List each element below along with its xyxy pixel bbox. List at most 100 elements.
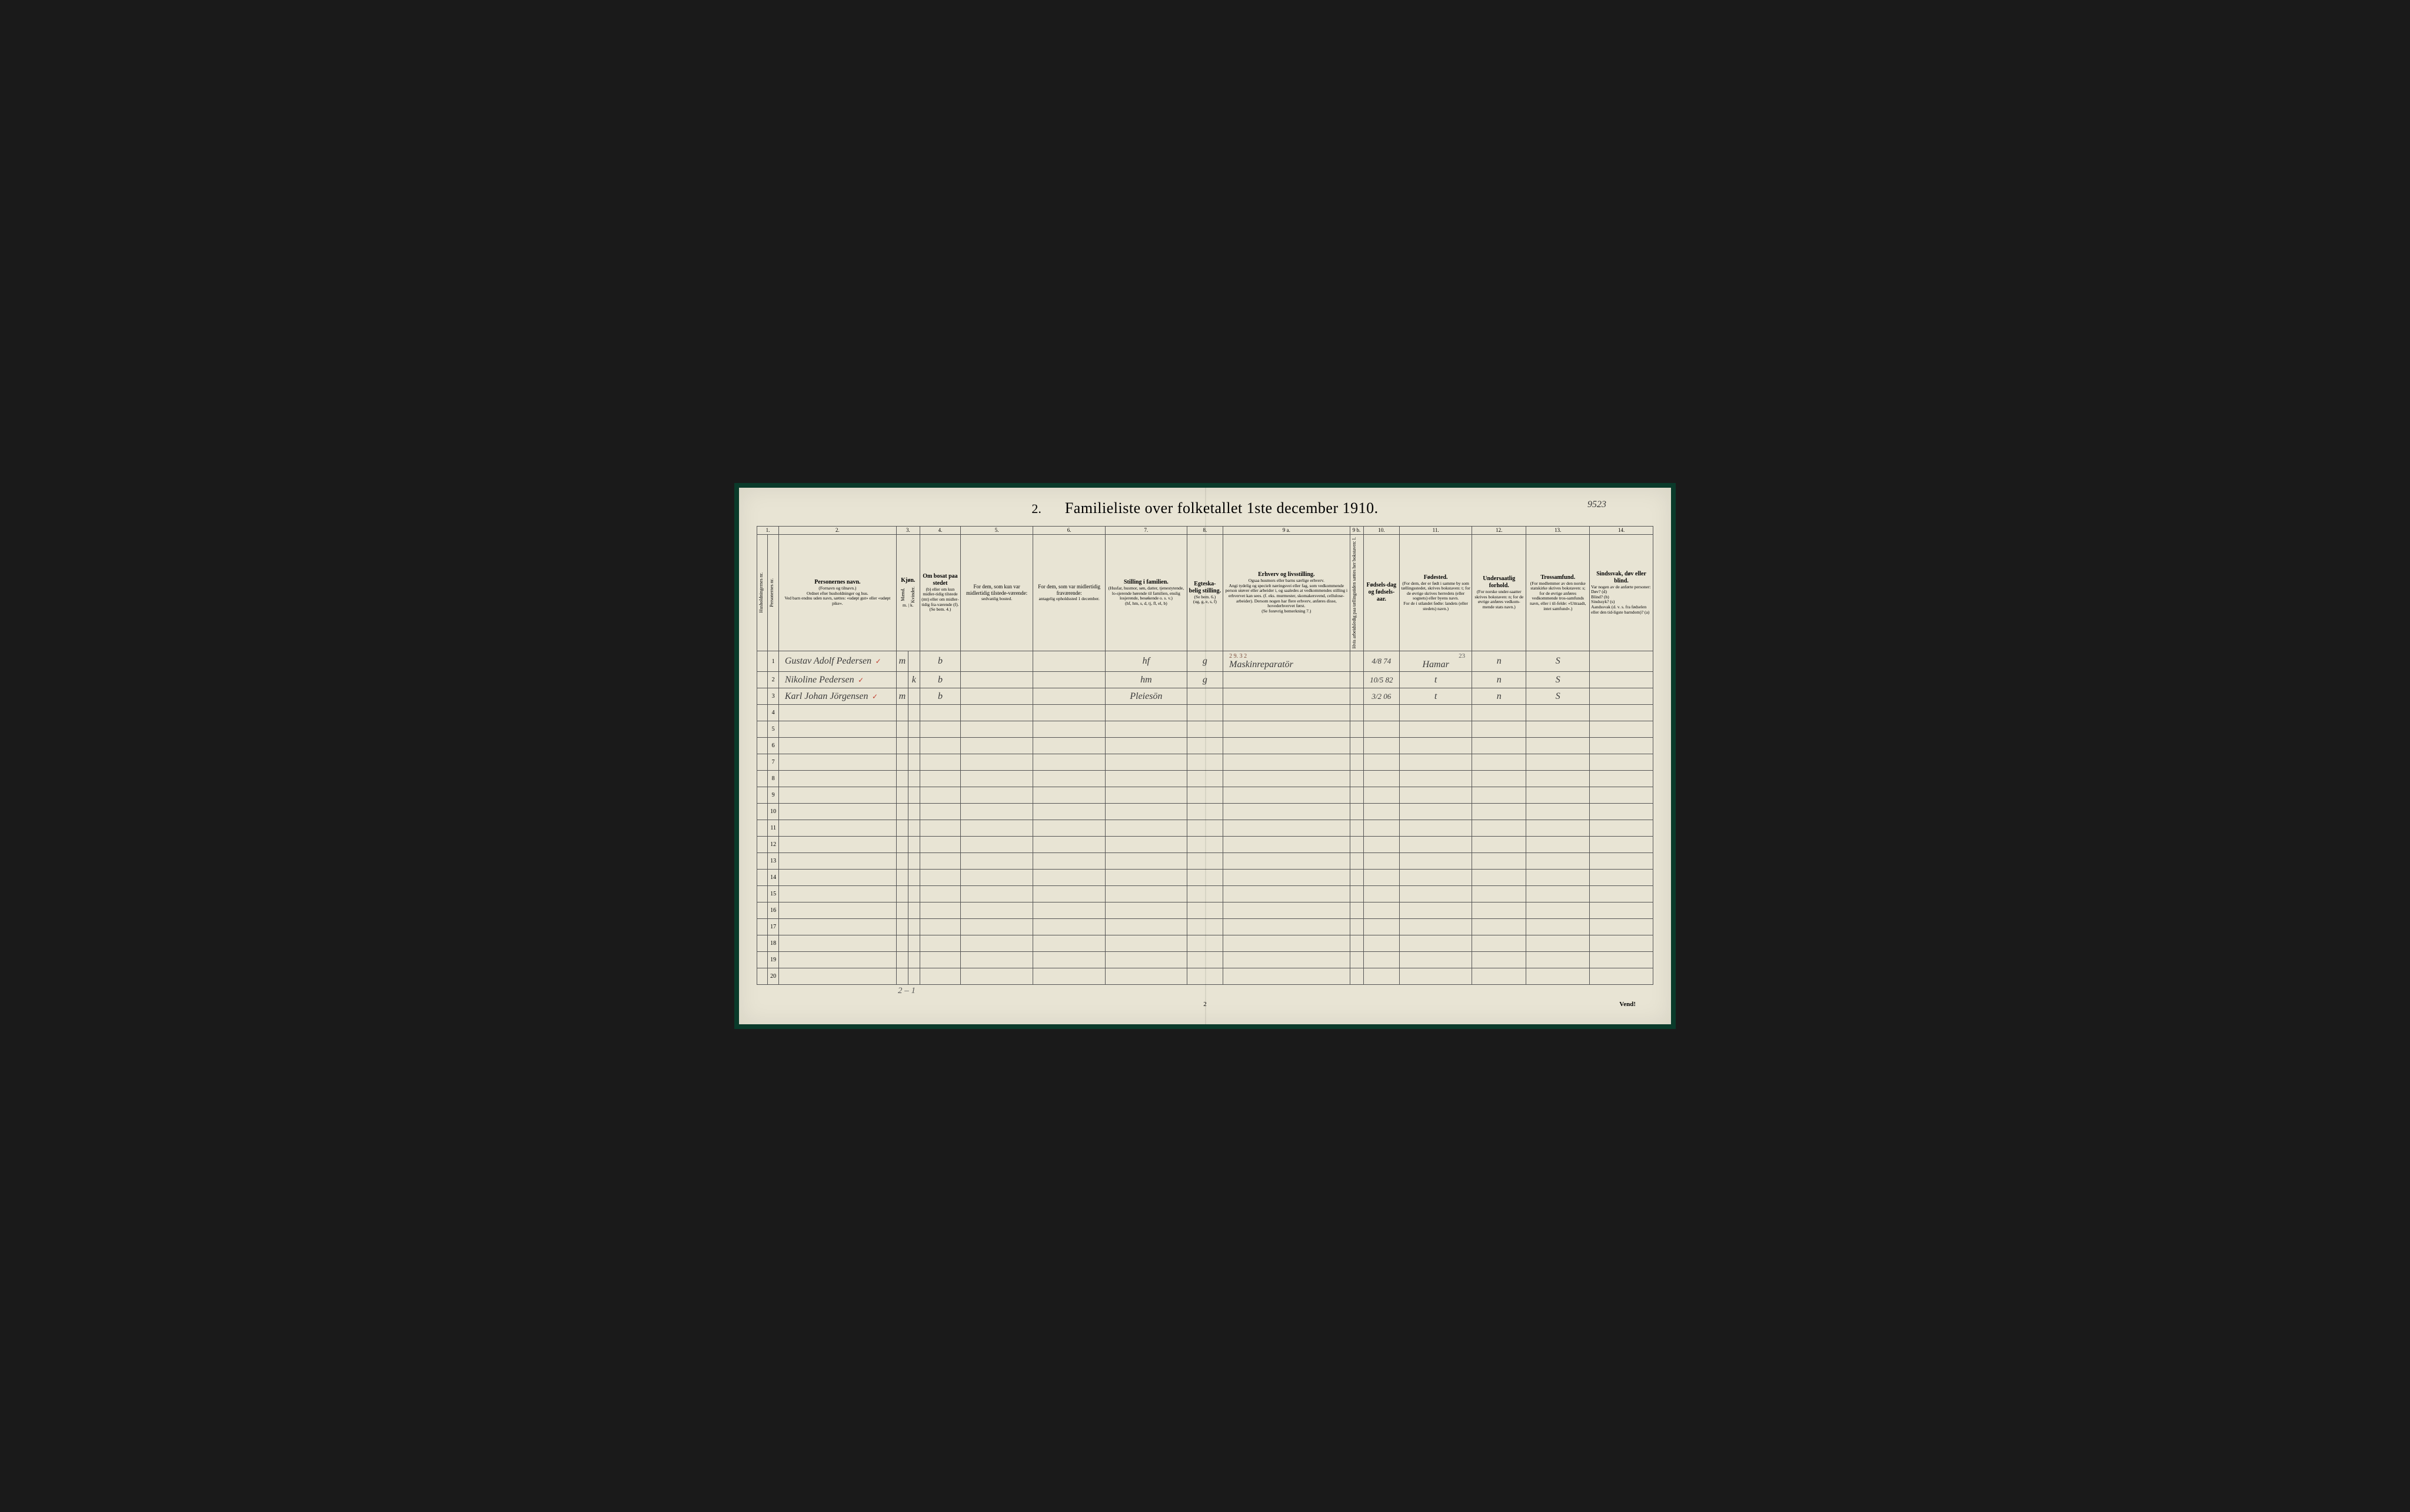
nationality-cell: [1472, 705, 1526, 721]
colnum: 5.: [961, 526, 1033, 534]
household-nr-cell: [757, 853, 768, 870]
nationality-cell: [1472, 853, 1526, 870]
religion-cell: [1526, 952, 1590, 968]
nationality-cell: [1472, 902, 1526, 919]
sex-k-cell: [908, 771, 920, 787]
header-birthdate: Fødsels-dag og fødsels-aar.: [1363, 534, 1400, 651]
birthplace-cell: [1400, 721, 1472, 738]
sex-k-cell: [908, 705, 920, 721]
colnum: 3.: [896, 526, 920, 534]
disability-cell: [1590, 853, 1653, 870]
name-cell: [778, 787, 896, 804]
nationality-cell: n: [1472, 651, 1526, 672]
occupation-cell: [1223, 771, 1350, 787]
name-cell: [778, 935, 896, 952]
sex-k-cell: [908, 902, 920, 919]
birthdate-cell: [1363, 968, 1400, 985]
birthplace-cell: t: [1400, 688, 1472, 705]
name-cell: [778, 771, 896, 787]
residence-cell: [920, 787, 960, 804]
birthplace-cell: [1400, 886, 1472, 902]
household-nr-cell: [757, 870, 768, 886]
birthplace-cell: [1400, 804, 1472, 820]
occupation-cell: [1223, 853, 1350, 870]
column-number-row: 1. 2. 3. 4. 5. 6. 7. 8. 9 a. 9 b. 10. 11…: [757, 526, 1653, 534]
birthdate-cell: [1363, 721, 1400, 738]
name-cell: [778, 952, 896, 968]
bottom-tally: 2 – 1: [757, 986, 1653, 996]
unemployed-cell: [1350, 968, 1363, 985]
person-nr-cell: 6: [768, 738, 778, 754]
table-row: 1 Gustav Adolf Pedersen ✓ m b hf g 2 9. …: [757, 651, 1653, 672]
occupation-cell: [1223, 968, 1350, 985]
nationality-cell: [1472, 870, 1526, 886]
marital-cell: [1187, 919, 1223, 935]
nationality-cell: [1472, 935, 1526, 952]
unemployed-cell: [1350, 771, 1363, 787]
birthplace-cell: [1400, 754, 1472, 771]
colnum: 14.: [1590, 526, 1653, 534]
sex-m-cell: [896, 968, 908, 985]
birthplace-cell: [1400, 787, 1472, 804]
birthdate-cell: [1363, 738, 1400, 754]
religion-cell: [1526, 738, 1590, 754]
disability-cell: [1590, 688, 1653, 705]
name-cell: Nikoline Pedersen ✓: [778, 672, 896, 688]
table-row: 6: [757, 738, 1653, 754]
residence-cell: [920, 754, 960, 771]
temp-absent-cell: [1033, 754, 1106, 771]
disability-cell: [1590, 820, 1653, 837]
table-row: 12: [757, 837, 1653, 853]
household-nr-cell: [757, 886, 768, 902]
residence-cell: [920, 837, 960, 853]
birthplace-cell: t: [1400, 672, 1472, 688]
residence-cell: [920, 870, 960, 886]
birthplace-cell: [1400, 968, 1472, 985]
table-body: 1 Gustav Adolf Pedersen ✓ m b hf g 2 9. …: [757, 651, 1653, 985]
sex-m-cell: [896, 721, 908, 738]
residence-cell: b: [920, 688, 960, 705]
colnum: 8.: [1187, 526, 1223, 534]
temp-present-cell: [961, 688, 1033, 705]
religion-cell: [1526, 870, 1590, 886]
table-row: 8: [757, 771, 1653, 787]
religion-cell: S: [1526, 672, 1590, 688]
household-nr-cell: [757, 837, 768, 853]
disability-cell: [1590, 705, 1653, 721]
household-nr-cell: [757, 902, 768, 919]
nationality-cell: [1472, 738, 1526, 754]
disability-cell: [1590, 935, 1653, 952]
religion-cell: [1526, 721, 1590, 738]
temp-present-cell: [961, 902, 1033, 919]
nationality-cell: [1472, 952, 1526, 968]
family-cell: [1106, 721, 1187, 738]
table-row: 19: [757, 952, 1653, 968]
household-nr-cell: [757, 721, 768, 738]
temp-present-cell: [961, 754, 1033, 771]
family-cell: hf: [1106, 651, 1187, 672]
temp-absent-cell: [1033, 804, 1106, 820]
religion-cell: S: [1526, 688, 1590, 705]
sex-m-cell: [896, 837, 908, 853]
residence-cell: b: [920, 651, 960, 672]
nationality-cell: [1472, 787, 1526, 804]
unemployed-cell: [1350, 688, 1363, 705]
table-row: 16: [757, 902, 1653, 919]
temp-present-cell: [961, 919, 1033, 935]
temp-present-cell: [961, 820, 1033, 837]
occupation-cell: 2 9. 3 2 Maskinreparatör: [1223, 651, 1350, 672]
family-cell: [1106, 787, 1187, 804]
occupation-cell: [1223, 721, 1350, 738]
unemployed-cell: [1350, 952, 1363, 968]
family-cell: [1106, 804, 1187, 820]
birthplace-cell: [1400, 952, 1472, 968]
sex-m-cell: [896, 853, 908, 870]
header-disability: Sindssvak, døv eller blind. Var nogen av…: [1590, 534, 1653, 651]
occupation-cell: [1223, 952, 1350, 968]
marital-cell: [1187, 902, 1223, 919]
marital-cell: [1187, 935, 1223, 952]
name-cell: [778, 820, 896, 837]
sex-m-cell: [896, 870, 908, 886]
temp-absent-cell: [1033, 672, 1106, 688]
unemployed-cell: [1350, 705, 1363, 721]
